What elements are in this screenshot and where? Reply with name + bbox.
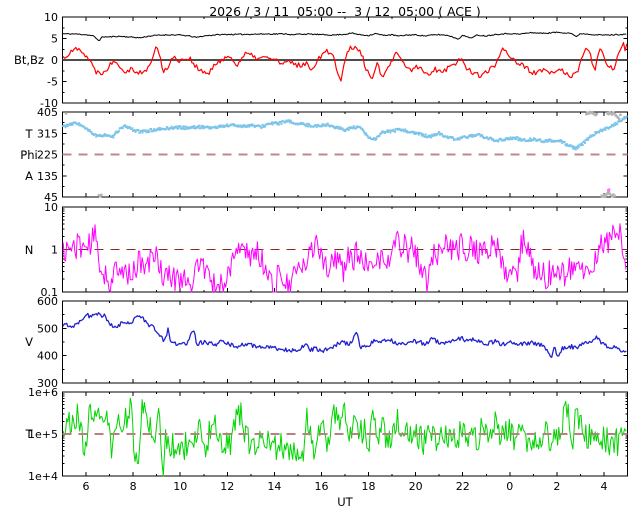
svg-text:18: 18	[362, 480, 376, 493]
svg-text:405: 405	[37, 106, 58, 119]
svg-text:1e+5: 1e+5	[28, 428, 58, 441]
svg-text:22: 22	[456, 480, 470, 493]
svg-text:10: 10	[44, 201, 58, 214]
svg-text:315: 315	[37, 127, 58, 140]
svg-text:5: 5	[51, 33, 58, 46]
svg-text:225: 225	[37, 149, 58, 162]
svg-text:1e+4: 1e+4	[28, 470, 58, 483]
svg-text:600: 600	[37, 295, 58, 308]
svg-text:1e+6: 1e+6	[28, 386, 58, 399]
svg-text:2: 2	[553, 480, 560, 493]
svg-text:500: 500	[37, 322, 58, 335]
svg-text:6: 6	[83, 480, 90, 493]
svg-text:14: 14	[267, 480, 281, 493]
plot-title: 2026 / 3 / 11 05:00 -- 3 / 12 05:00 ( AC…	[209, 4, 481, 19]
svg-text:4: 4	[600, 480, 607, 493]
ylabel-phi-a: A	[25, 169, 33, 183]
svg-text:-5: -5	[47, 76, 58, 89]
svg-text:0.1: 0.1	[41, 286, 59, 299]
svg-text:45: 45	[44, 191, 58, 204]
svg-text:-10: -10	[40, 97, 58, 110]
ylabel-t: T	[25, 427, 33, 441]
ylabel-n: N	[24, 243, 34, 257]
svg-text:20: 20	[409, 480, 423, 493]
ylabel-phi-t: T	[25, 127, 33, 141]
svg-text:0: 0	[506, 480, 513, 493]
ylabel-bt-bz: Bt,Bz	[14, 53, 44, 67]
svg-text:16: 16	[314, 480, 328, 493]
svg-text:135: 135	[37, 170, 58, 183]
svg-text:10: 10	[173, 480, 187, 493]
svg-text:12: 12	[220, 480, 234, 493]
svg-text:300: 300	[37, 377, 58, 390]
svg-text:1: 1	[51, 244, 58, 257]
xaxis-label-ut: UT	[337, 495, 353, 509]
ylabel-phi: Phi	[20, 148, 38, 162]
svg-text:10: 10	[44, 11, 58, 24]
ylabel-v: V	[25, 335, 33, 349]
svg-text:0: 0	[51, 54, 58, 67]
svg-text:400: 400	[37, 350, 58, 363]
svg-text:8: 8	[130, 480, 137, 493]
